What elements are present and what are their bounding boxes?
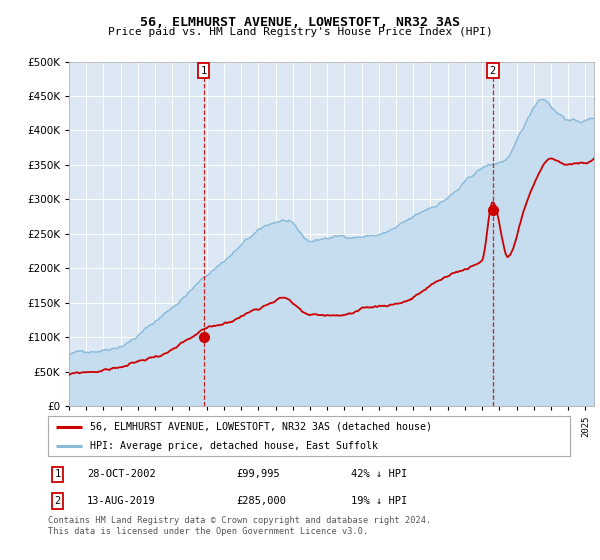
Text: 2: 2 xyxy=(54,496,61,506)
Text: 42% ↓ HPI: 42% ↓ HPI xyxy=(351,469,407,479)
Text: 56, ELMHURST AVENUE, LOWESTOFT, NR32 3AS: 56, ELMHURST AVENUE, LOWESTOFT, NR32 3AS xyxy=(140,16,460,29)
Text: £285,000: £285,000 xyxy=(236,496,286,506)
Text: 13-AUG-2019: 13-AUG-2019 xyxy=(87,496,156,506)
Text: 28-OCT-2002: 28-OCT-2002 xyxy=(87,469,156,479)
Text: 19% ↓ HPI: 19% ↓ HPI xyxy=(351,496,407,506)
Text: Contains HM Land Registry data © Crown copyright and database right 2024.
This d: Contains HM Land Registry data © Crown c… xyxy=(48,516,431,536)
Text: 2: 2 xyxy=(490,66,496,76)
Text: Price paid vs. HM Land Registry's House Price Index (HPI): Price paid vs. HM Land Registry's House … xyxy=(107,27,493,37)
Text: 1: 1 xyxy=(54,469,61,479)
Text: 1: 1 xyxy=(200,66,207,76)
Text: 56, ELMHURST AVENUE, LOWESTOFT, NR32 3AS (detached house): 56, ELMHURST AVENUE, LOWESTOFT, NR32 3AS… xyxy=(90,422,432,432)
Text: £99,995: £99,995 xyxy=(236,469,280,479)
Text: HPI: Average price, detached house, East Suffolk: HPI: Average price, detached house, East… xyxy=(90,441,378,451)
